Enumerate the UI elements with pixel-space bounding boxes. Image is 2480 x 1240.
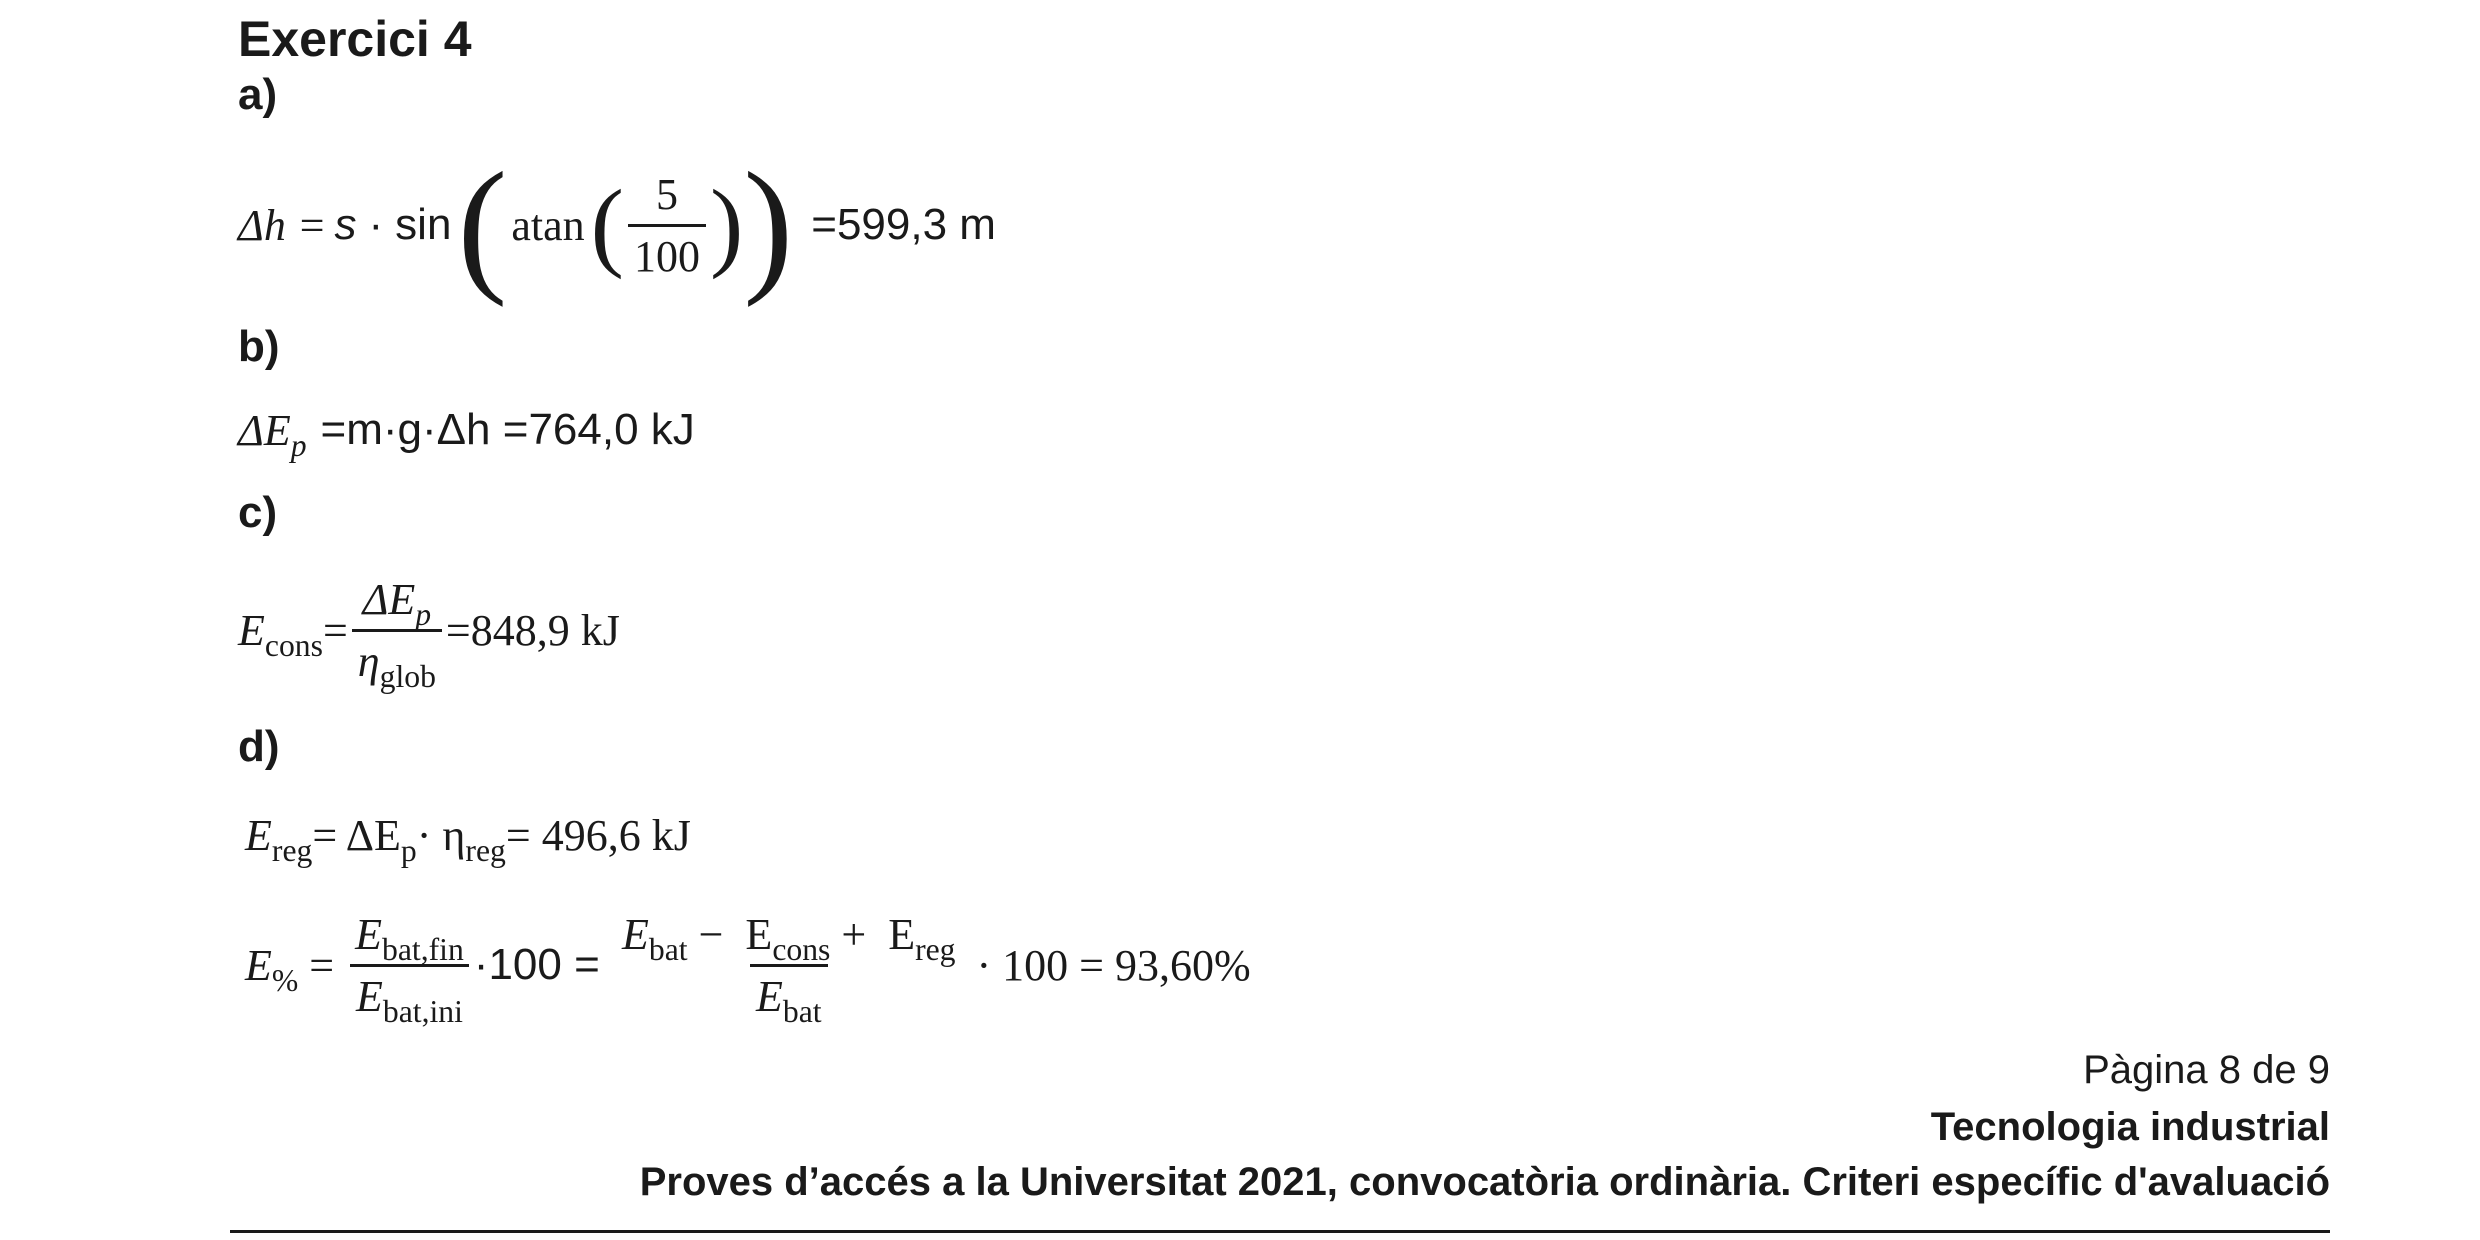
equation-b: ΔEp =m·g·Δh =764,0 kJ [238, 400, 695, 463]
small-left-paren: ( [590, 169, 624, 280]
times-100: ·100 = [473, 940, 613, 989]
part-d-label: d) [238, 722, 280, 771]
fraction-denominator: Ebat,ini [349, 963, 469, 1029]
exercise-title: Exercici 4 [238, 11, 472, 67]
equals-sign: = [322, 605, 348, 655]
equals-sign: = [298, 940, 346, 990]
result-c: =848,9 kJ [445, 605, 620, 655]
multiply-dot: · [368, 200, 384, 249]
delta-ep: ΔEp [238, 405, 307, 463]
delta-ep-term: = ΔEp [312, 810, 417, 868]
fraction-5-100: 5 100 [627, 169, 706, 282]
fraction-bat-balance: Ebat − Econs + Ereg Ebat [616, 909, 962, 1029]
fraction-denominator: Ebat [749, 963, 828, 1029]
fraction-numerator: Ebat,fin [355, 909, 464, 967]
part-a-label: a) [238, 70, 278, 119]
big-left-paren: ( [457, 142, 508, 308]
e-percent: E% [245, 940, 299, 998]
fraction-numerator: 5 [655, 169, 678, 219]
big-right-paren: ) [743, 142, 794, 308]
result-d1: = 496,6 kJ [505, 810, 691, 860]
result-a: =599,3 m [811, 200, 996, 249]
equation-c: Econs = ΔEp ηglob =848,9 kJ [238, 565, 620, 695]
atan-function: atan [511, 200, 585, 250]
e-cons: Econs [238, 605, 323, 663]
distance-s: s [334, 200, 357, 249]
fraction-ep-eta: ΔEp ηglob [351, 574, 442, 694]
delta-h-lhs: Δh = [238, 200, 327, 250]
exam-title: Proves d’accés a la Universitat 2021, co… [639, 1160, 2330, 1204]
part-b-label: b) [238, 322, 280, 371]
part-c-label: c) [238, 488, 278, 537]
eta-reg-term: · ηreg [416, 810, 506, 868]
equation-d2: E% = Ebat,fin Ebat,ini ·100 = Ebat − Eco… [245, 900, 1251, 1030]
equation-a: Δh = s · sin ( atan ( 5 100 ) ) =599,3 m [238, 150, 996, 300]
fraction-numerator: ΔEp [362, 574, 432, 632]
page-number: Pàgina 8 de 9 [2083, 1048, 2330, 1092]
equation-d1: Ereg = ΔEp · ηreg = 496,6 kJ [245, 805, 691, 868]
sin-function: sin [395, 200, 452, 249]
small-right-paren: ) [709, 169, 744, 280]
subject-title: Tecnologia industrial [1930, 1105, 2330, 1149]
fraction-denominator: 100 [627, 223, 706, 282]
result-b: =m·g·Δh =764,0 kJ [320, 405, 695, 454]
fraction-bat-fin-ini: Ebat,fin Ebat,ini [349, 909, 470, 1029]
e-reg: Ereg [245, 810, 313, 868]
fraction-numerator: Ebat − Econs + Ereg [622, 909, 956, 967]
result-d2: · 100 = 93,60% [965, 940, 1251, 990]
fraction-denominator: ηglob [351, 628, 442, 694]
footer-divider [230, 1230, 2330, 1233]
